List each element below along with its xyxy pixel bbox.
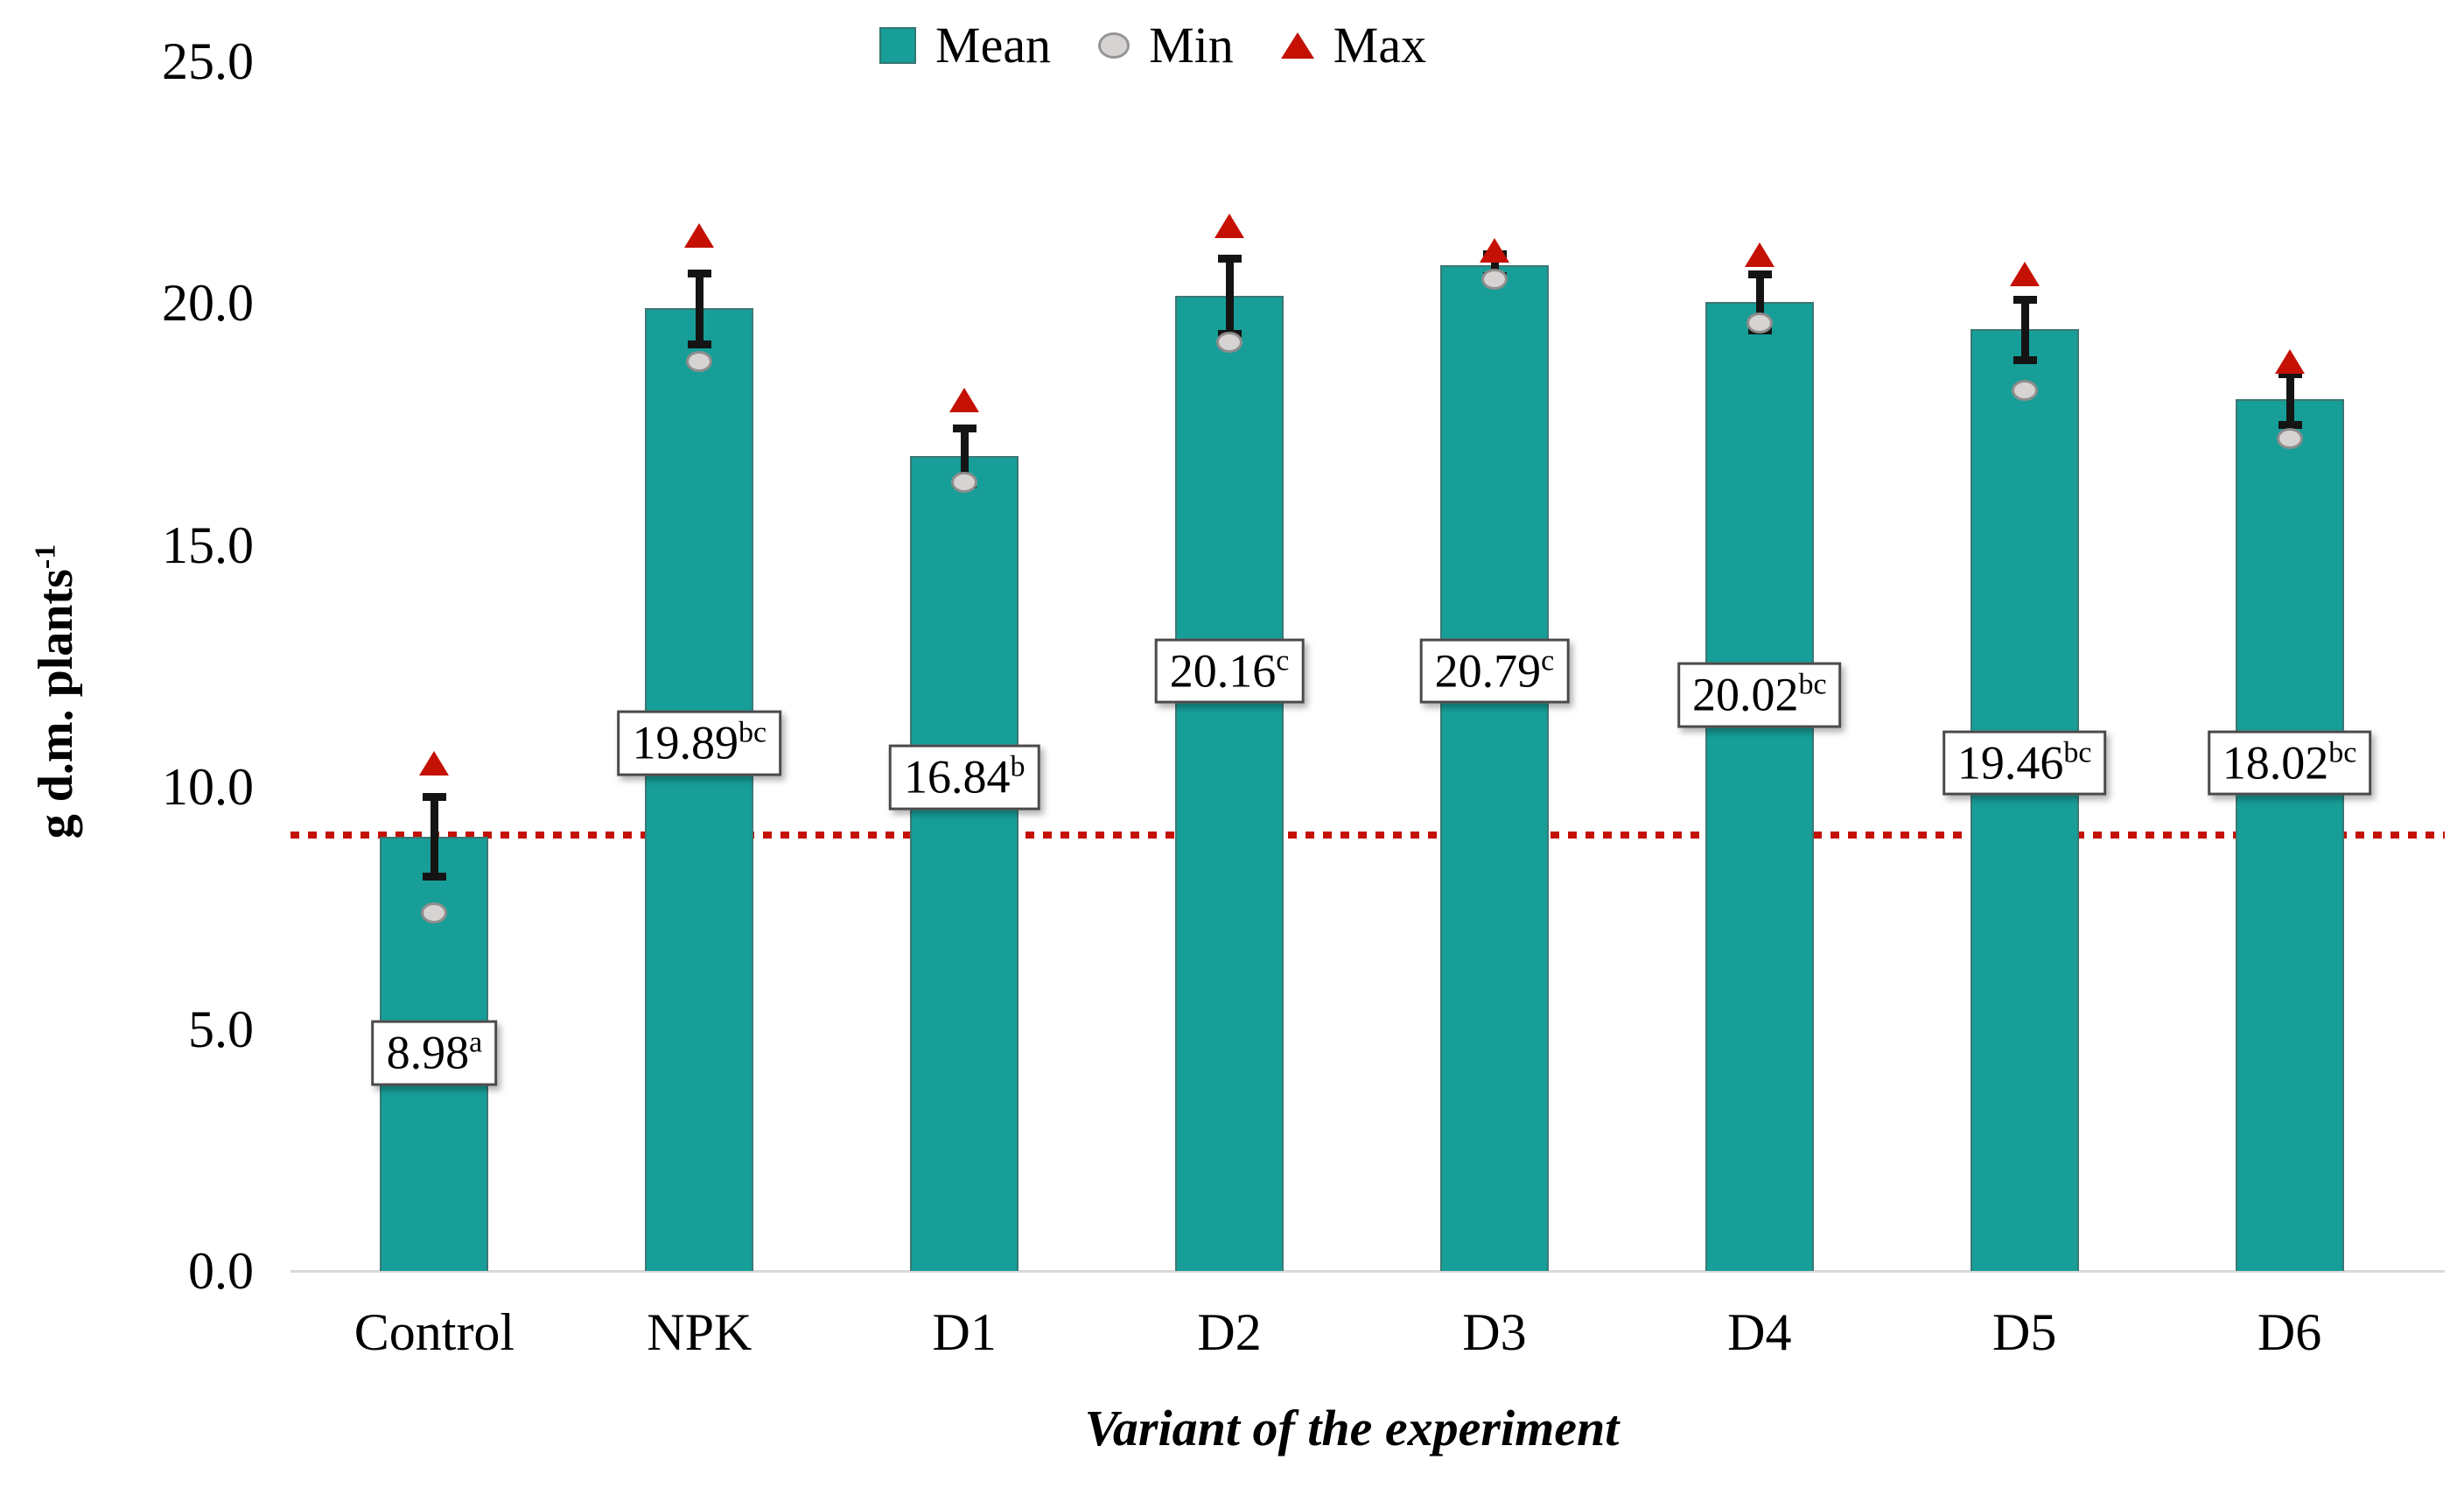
min-marker [2276,428,2303,450]
bar-d6 [2235,398,2344,1271]
error-bar-cap-bottom [2012,355,2037,364]
x-axis-line [290,1270,2445,1273]
bar-value-text: 8.98 [386,1026,470,1079]
max-marker [2274,348,2305,374]
y-axis-title: g d.m. plants-1 [28,544,84,839]
error-bar-cap-top [953,425,977,433]
bar-value-text: 20.16 [1169,644,1277,698]
bar-value-text: 19.89 [632,717,739,770]
bar-value-label: 20.16c [1154,638,1305,704]
x-tick-label-d2: D2 [1197,1303,1262,1361]
bar-value-text: 19.46 [1956,736,2064,790]
error-bar-cap-top [2278,369,2302,378]
error-bar-cap-top [1218,254,1242,263]
legend-item-mean: Mean [879,16,1051,74]
error-bar-cap-top [1747,270,1772,279]
y-axis-title-superscript: -1 [29,544,62,570]
x-tick-label-d1: D1 [932,1303,997,1361]
y-tick-label: 10.0 [162,758,254,817]
x-tick-label-d3: D3 [1462,1303,1527,1361]
max-marker [1214,213,1245,238]
error-bar [1226,254,1235,337]
reference-line [290,832,2445,839]
bar-d4 [1704,302,1814,1271]
max-marker [419,750,450,776]
min-marker [951,471,978,493]
significance-letter: b [1010,750,1026,783]
significance-letter: a [469,1026,483,1059]
bar-value-text: 16.84 [903,750,1011,804]
bar-value-label: 19.89bc [617,711,782,776]
bar-value-text: 18.02 [2222,736,2329,790]
min-marker [421,902,448,923]
x-tick-label-npk: NPK [647,1303,752,1361]
error-bar-cap-top [423,792,447,801]
legend-label-mean: Mean [935,17,1052,74]
y-tick-label: 15.0 [162,516,254,574]
max-marker [684,223,715,248]
min-marker [1480,268,1508,290]
y-tick-label: 5.0 [188,1000,254,1058]
bar-value-label: 19.46bc [1942,730,2107,796]
max-triangle-icon [1280,32,1314,59]
error-bar-cap-top [2012,295,2037,304]
error-bar [696,270,704,347]
min-marker [2011,379,2038,401]
bar-value-label: 16.84b [888,744,1040,811]
min-circle-icon [1098,32,1130,59]
error-bar [2020,295,2029,363]
bar-value-label: 8.98a [371,1020,498,1086]
min-marker [1216,331,1243,353]
max-marker [1744,242,1774,268]
bar-value-label: 18.02bc [2207,730,2372,796]
max-marker [949,387,980,412]
bar-value-label: 20.02bc [1677,662,1842,728]
bar-value-label: 20.79c [1419,638,1570,704]
significance-letter: bc [738,717,767,750]
max-marker [1479,237,1509,263]
significance-letter: c [1541,644,1555,677]
error-bar-cap-bottom [2278,421,2302,430]
error-bar [961,425,970,488]
max-marker [2009,262,2040,287]
error-bar [430,792,439,881]
legend-label-min: Min [1149,17,1234,74]
error-bar-cap-top [688,270,712,278]
y-tick-label: 25.0 [162,32,254,90]
bar-value-text: 20.79 [1434,644,1542,698]
bar-npk [645,308,754,1271]
x-tick-label-d5: D5 [1992,1303,2057,1361]
y-axis-title-text: g d.m. plants [29,569,83,839]
y-tick-label: 0.0 [188,1242,254,1300]
bar-value-text: 20.02 [1692,668,1799,721]
legend-item-max: Max [1280,16,1427,74]
min-marker [686,350,713,372]
x-tick-label-control: Control [354,1303,515,1361]
significance-letter: c [1276,644,1290,677]
error-bar-cap-bottom [688,340,712,348]
bar-d1 [910,456,1019,1271]
y-tick-label: 20.0 [162,274,254,333]
error-bar [1755,270,1764,334]
x-tick-label-d4: D4 [1727,1303,1792,1361]
x-axis-title: Variant of the experiment [1084,1400,1620,1456]
error-bar [2286,369,2294,428]
significance-letter: bc [2063,736,2092,769]
bar-d3 [1439,264,1549,1271]
min-marker [1746,312,1773,333]
mean-square-icon [879,26,916,64]
error-bar [1490,250,1499,280]
error-bar-cap-bottom [423,873,447,881]
legend-label-max: Max [1333,17,1427,74]
x-tick-label-d6: D6 [2257,1303,2322,1361]
bar-d2 [1175,295,1284,1271]
legend-item-min: Min [1098,16,1234,74]
significance-letter: bc [2328,736,2357,769]
significance-letter: bc [1798,668,1827,701]
legend: Mean Min Max [879,16,1426,74]
bar-d5 [1970,329,2079,1271]
